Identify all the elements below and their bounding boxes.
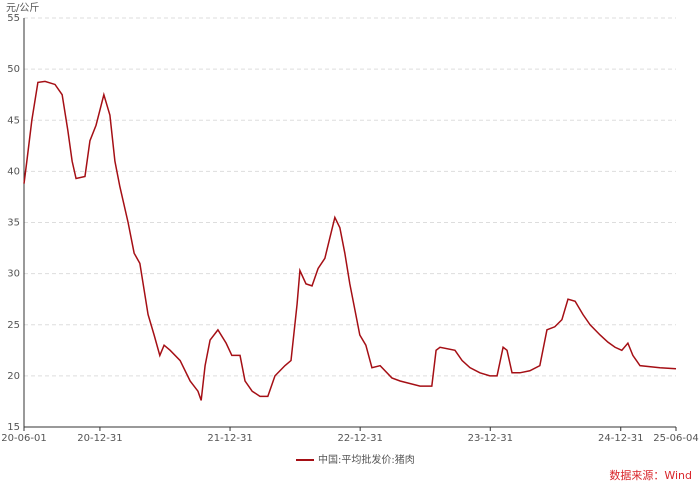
y-tick-label: 30 [7,269,20,280]
x-tick-label: 23-12-31 [468,433,513,444]
line-series [23,80,677,401]
y-tick-label: 20 [7,371,20,382]
x-tick-label: 25-06-04 [653,433,698,444]
y-tick-label: 15 [7,422,20,433]
y-unit: 元/公斤 [6,2,39,14]
x-tick-label: 22-12-31 [337,433,382,444]
y-tick-label: 55 [7,13,20,24]
source: 数据来源：Wind [609,468,692,482]
y-tick-label: 25 [7,320,20,331]
y-tick-label: 50 [7,64,20,75]
y-tick-label: 35 [7,218,20,229]
y-tick-label: 40 [7,166,20,177]
x-tick-label: 20-06-01 [1,433,46,444]
x-tick-label: 20-12-31 [77,433,122,444]
y-tick-label: 45 [7,115,20,126]
legend-label: 中国:平均批发价:猪肉 [318,453,415,466]
x-tick-label: 21-12-31 [207,433,252,444]
x-tick-label: 24-12-31 [598,433,643,444]
